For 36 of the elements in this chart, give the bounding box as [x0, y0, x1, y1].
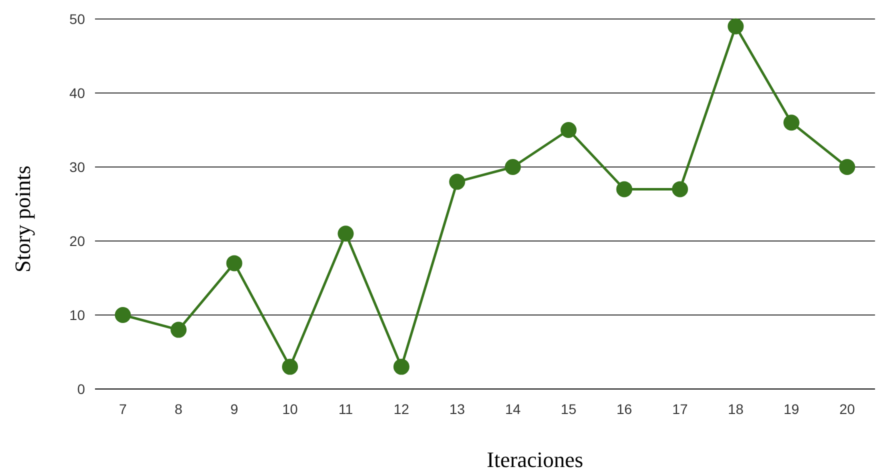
y-tick-label: 0 — [77, 380, 86, 397]
point — [616, 181, 632, 198]
y-tick-label: 30 — [69, 158, 86, 175]
point — [504, 159, 521, 175]
point — [839, 159, 856, 175]
x-tick-label: 16 — [616, 401, 632, 417]
y-tick-label: 20 — [69, 232, 86, 249]
x-tick-label: 17 — [672, 401, 688, 417]
point — [226, 255, 242, 272]
x-tick-label: 11 — [338, 401, 354, 417]
x-tick-label: 12 — [394, 401, 410, 417]
x-tick-label: 9 — [230, 401, 238, 417]
x-tick-label: 18 — [728, 401, 744, 417]
y-tick-label: 10 — [69, 306, 86, 323]
x-tick-label: 7 — [118, 401, 127, 417]
y-tick-label: 40 — [69, 84, 86, 101]
point — [170, 322, 187, 338]
point — [728, 18, 744, 34]
point — [560, 122, 577, 138]
point — [338, 226, 354, 242]
y-tick-label: 50 — [69, 10, 86, 27]
y-axis-title: Story points — [10, 166, 35, 272]
point — [449, 174, 466, 190]
point — [393, 358, 410, 375]
point — [114, 307, 131, 323]
x-axis-title: Iteraciones — [486, 447, 584, 472]
x-tick-label: 14 — [505, 401, 521, 417]
point — [282, 358, 298, 375]
x-tick-label: 13 — [449, 401, 466, 417]
x-tick-label: 15 — [560, 401, 577, 417]
x-tick-label: 8 — [174, 401, 183, 417]
x-tick-label: 19 — [784, 401, 800, 417]
x-tick-label: 10 — [282, 401, 298, 417]
x-tick-label: 20 — [839, 401, 856, 417]
point — [672, 181, 688, 198]
point — [783, 114, 800, 131]
